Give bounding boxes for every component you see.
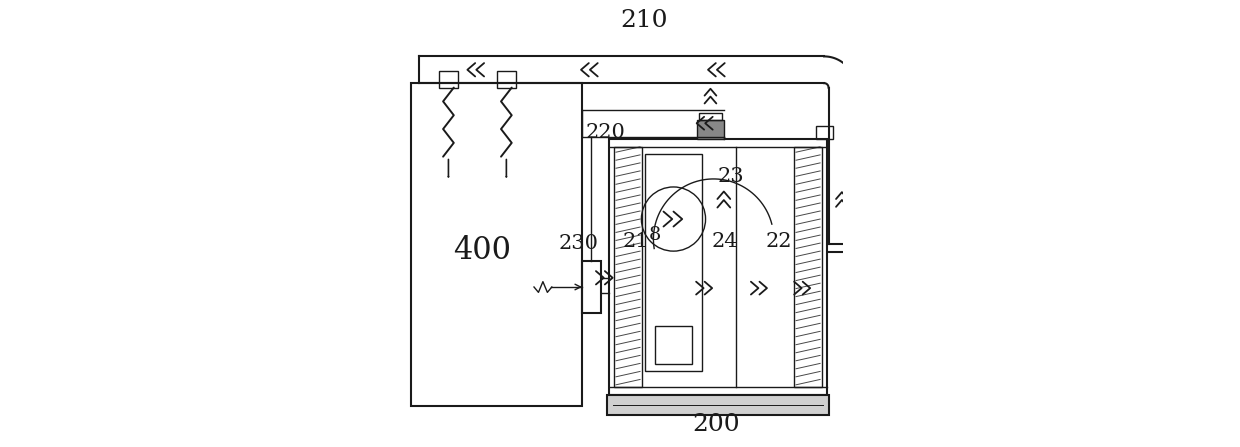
- Text: 8: 8: [649, 226, 661, 244]
- Text: 200: 200: [692, 413, 739, 436]
- Text: 22: 22: [766, 232, 792, 251]
- Bar: [410, 83, 582, 406]
- Text: 230: 230: [559, 234, 599, 253]
- Text: 24: 24: [712, 232, 738, 251]
- Bar: [496, 71, 516, 88]
- Bar: [439, 71, 459, 88]
- Bar: [614, 147, 642, 387]
- Text: 220: 220: [585, 122, 626, 142]
- Bar: [645, 154, 702, 371]
- Bar: [609, 139, 827, 395]
- Bar: [606, 395, 830, 415]
- Bar: [795, 147, 822, 387]
- Bar: [699, 113, 722, 120]
- Text: 400: 400: [453, 235, 511, 266]
- Bar: [582, 261, 601, 312]
- Text: 23: 23: [717, 167, 744, 186]
- Bar: [816, 127, 833, 139]
- Bar: [697, 120, 724, 139]
- Text: 210: 210: [621, 9, 668, 32]
- Bar: [655, 326, 692, 364]
- Text: 21: 21: [622, 232, 649, 251]
